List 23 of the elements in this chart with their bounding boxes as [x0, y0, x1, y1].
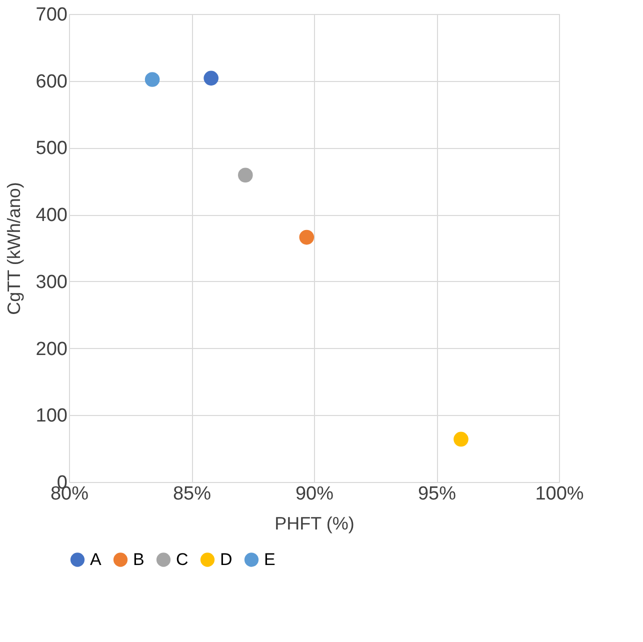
y-tick-label: 200: [36, 338, 68, 360]
legend-label: C: [176, 550, 188, 569]
legend-label: A: [90, 550, 102, 569]
y-tick-label: 600: [36, 71, 68, 92]
legend-label: D: [220, 550, 232, 569]
point: [299, 230, 314, 245]
legend-label: E: [264, 550, 276, 569]
point: [454, 432, 468, 447]
y-tick-label: 400: [36, 205, 68, 226]
legend-label: B: [133, 550, 144, 569]
x-tick-label: 95%: [418, 484, 456, 504]
x-tick-label: 85%: [172, 484, 212, 504]
point: [144, 72, 160, 87]
point: [238, 168, 253, 183]
x-axis-title: PHFT (%): [274, 514, 354, 534]
y-axis-title: CgTT (kWh/ano): [4, 182, 24, 315]
y-tick-label: 700: [36, 4, 68, 26]
y-tick-label: 300: [36, 272, 68, 293]
y-tick-label: 100: [36, 406, 68, 427]
y-tick-label: 500: [36, 138, 68, 160]
x-tick-label: 100%: [535, 484, 584, 504]
x-tick-label: 90%: [295, 484, 334, 504]
point: [204, 70, 219, 86]
